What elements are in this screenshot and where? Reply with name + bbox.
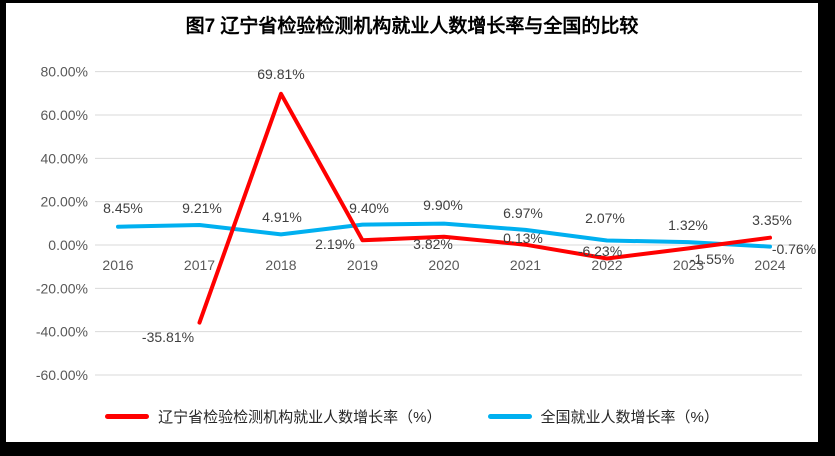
y-axis-tick-label: 40.00% — [41, 150, 88, 166]
y-axis-tick-label: -20.00% — [36, 280, 88, 296]
y-axis-tick-label: 0.00% — [48, 237, 88, 253]
data-label: 9.40% — [349, 200, 389, 216]
legend-line-blue-icon — [487, 414, 532, 419]
data-label: 6.97% — [503, 205, 543, 221]
data-label: -1.55% — [690, 251, 734, 267]
data-label: 4.91% — [262, 209, 302, 225]
data-label: -0.76% — [772, 241, 816, 257]
data-label: 3.82% — [413, 236, 453, 252]
x-axis-tick-label: 2017 — [184, 257, 215, 273]
x-axis-tick-label: 2016 — [102, 257, 133, 273]
data-label: 1.32% — [668, 217, 708, 233]
data-label: 69.81% — [257, 66, 304, 82]
chart-legend: 辽宁省检验检测机构就业人数增长率（%） 全国就业人数增长率（%） — [6, 406, 818, 427]
series-line-liaoning-red — [197, 91, 772, 325]
data-label: 9.90% — [423, 197, 463, 213]
data-label: 2.07% — [585, 210, 625, 226]
legend-line-red-icon — [105, 414, 150, 419]
y-axis-tick-label: -40.00% — [36, 324, 88, 340]
y-axis-tick-label: -60.00% — [36, 367, 88, 383]
series-line-national-blue — [116, 221, 772, 249]
data-label: 0.13% — [503, 230, 543, 246]
data-label: 9.21% — [182, 200, 222, 216]
x-axis-tick-label: 2024 — [754, 257, 785, 273]
line-chart-plot-area: 80.00% 60.00% 40.00% 20.00% 0.00% -20.00% -40.… — [36, 64, 816, 383]
data-label: -6.23% — [578, 243, 622, 259]
data-label: -35.81% — [142, 329, 194, 345]
legend-item-liaoning: 辽宁省检验检测机构就业人数增长率（%） — [105, 406, 442, 427]
x-axis-tick-label: 2022 — [591, 257, 622, 273]
y-axis-tick-label: 80.00% — [41, 64, 88, 80]
x-axis-tick-label: 2018 — [265, 257, 296, 273]
y-axis-tick-label: 20.00% — [41, 194, 88, 210]
x-axis-tick-label: 2020 — [428, 257, 459, 273]
legend-label-national: 全国就业人数增长率（%） — [540, 409, 719, 426]
data-label: 2.19% — [315, 236, 355, 252]
x-axis-tick-label: 2019 — [347, 257, 378, 273]
x-axis-tick-label: 2023 — [673, 257, 704, 273]
chart-title: 图7 辽宁省检验检测机构就业人数增长率与全国的比较 — [185, 16, 639, 37]
x-axis-tick-label: 2021 — [510, 257, 541, 273]
legend-label-liaoning: 辽宁省检验检测机构就业人数增长率（%） — [158, 409, 442, 426]
legend-item-national: 全国就业人数增长率（%） — [487, 406, 719, 427]
y-axis-tick-label: 60.00% — [41, 107, 88, 123]
chart-panel: 图7 辽宁省检验检测机构就业人数增长率与全国的比较 80.00% 60.00% 40… — [6, 3, 818, 442]
data-label: 8.45% — [103, 200, 143, 216]
data-label: 3.35% — [752, 212, 792, 228]
